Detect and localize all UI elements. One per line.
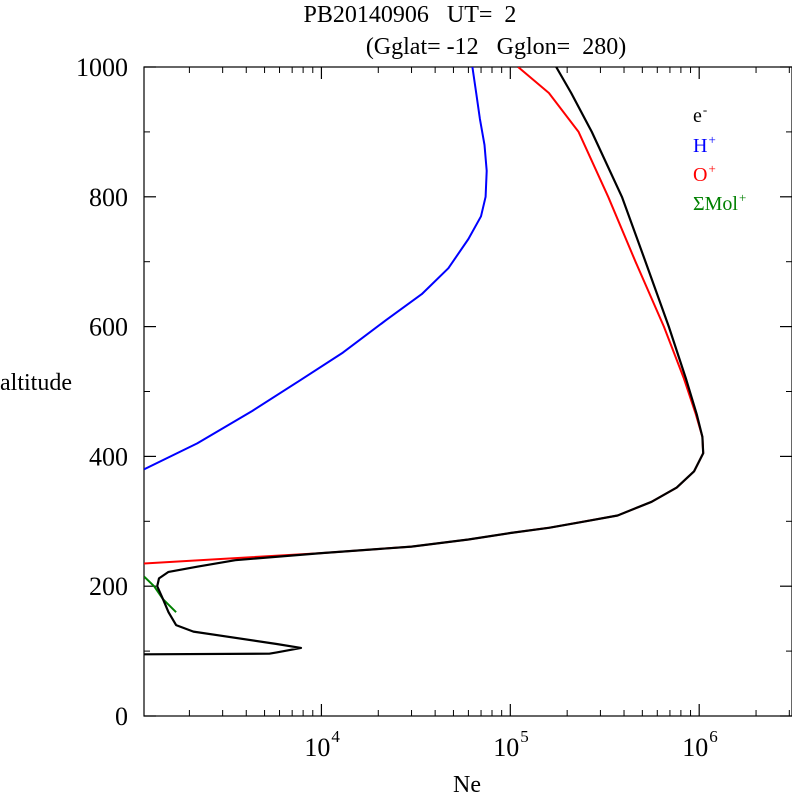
x-tick-label-base: 10 bbox=[493, 733, 519, 762]
legend-label-superscript: - bbox=[703, 102, 707, 117]
legend-entry-Molplus: ΣMol + bbox=[693, 190, 746, 215]
y-tick-label: 0 bbox=[115, 702, 128, 731]
legend-entry-Hplus: H + bbox=[693, 132, 716, 157]
legend-label: ΣMol bbox=[693, 193, 738, 215]
legend-entry-Oplus: O + bbox=[693, 161, 716, 186]
legend-label: H bbox=[693, 135, 707, 157]
legend-label: O bbox=[693, 164, 707, 186]
x-tick-label-exponent: 4 bbox=[331, 727, 340, 746]
y-tick-label: 600 bbox=[89, 313, 128, 342]
series-line-Molplus bbox=[144, 575, 177, 613]
y-tick-label: 200 bbox=[89, 572, 128, 601]
x-tick-label-base: 10 bbox=[304, 733, 330, 762]
chart-title-line2: (Gglat= -12 Gglon= 280) bbox=[366, 34, 626, 60]
y-tick-label: 800 bbox=[89, 183, 128, 212]
legend: e -H +O +ΣMol + bbox=[693, 102, 746, 215]
chart-title-line1: PB20140906 UT= 2 bbox=[304, 2, 517, 28]
legend-label-superscript: + bbox=[708, 161, 715, 176]
legend-label: e bbox=[693, 105, 702, 127]
legend-label-superscript: + bbox=[708, 132, 715, 147]
legend-label-superscript: + bbox=[739, 190, 746, 205]
x-tick-label: 10 6 bbox=[682, 727, 718, 762]
series-lines bbox=[144, 67, 705, 656]
series-line-electrons bbox=[144, 67, 705, 656]
series-line-Oplus bbox=[144, 67, 705, 565]
x-axis-label: Ne bbox=[453, 772, 481, 796]
x-tick-label: 10 4 bbox=[304, 727, 340, 762]
x-tick-label-exponent: 6 bbox=[709, 727, 718, 746]
legend-entry-electrons: e- bbox=[693, 102, 707, 127]
series-line-Hplus bbox=[144, 67, 488, 471]
x-tick-label-exponent: 5 bbox=[520, 727, 529, 746]
y-tick-label: 1000 bbox=[76, 53, 128, 82]
x-tick-label: 10 5 bbox=[493, 727, 529, 762]
y-tick-label: 400 bbox=[89, 442, 128, 471]
y-axis-label: altitude bbox=[0, 370, 72, 396]
axis-ticks bbox=[144, 66, 792, 717]
x-tick-label-base: 10 bbox=[682, 733, 708, 762]
